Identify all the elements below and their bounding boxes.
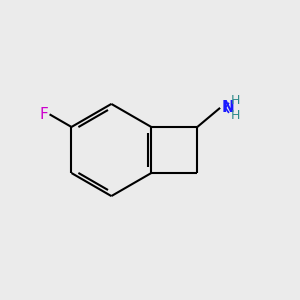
- Text: F: F: [39, 107, 48, 122]
- Text: H: H: [230, 109, 240, 122]
- Text: H: H: [230, 94, 240, 107]
- Text: N: N: [222, 100, 234, 116]
